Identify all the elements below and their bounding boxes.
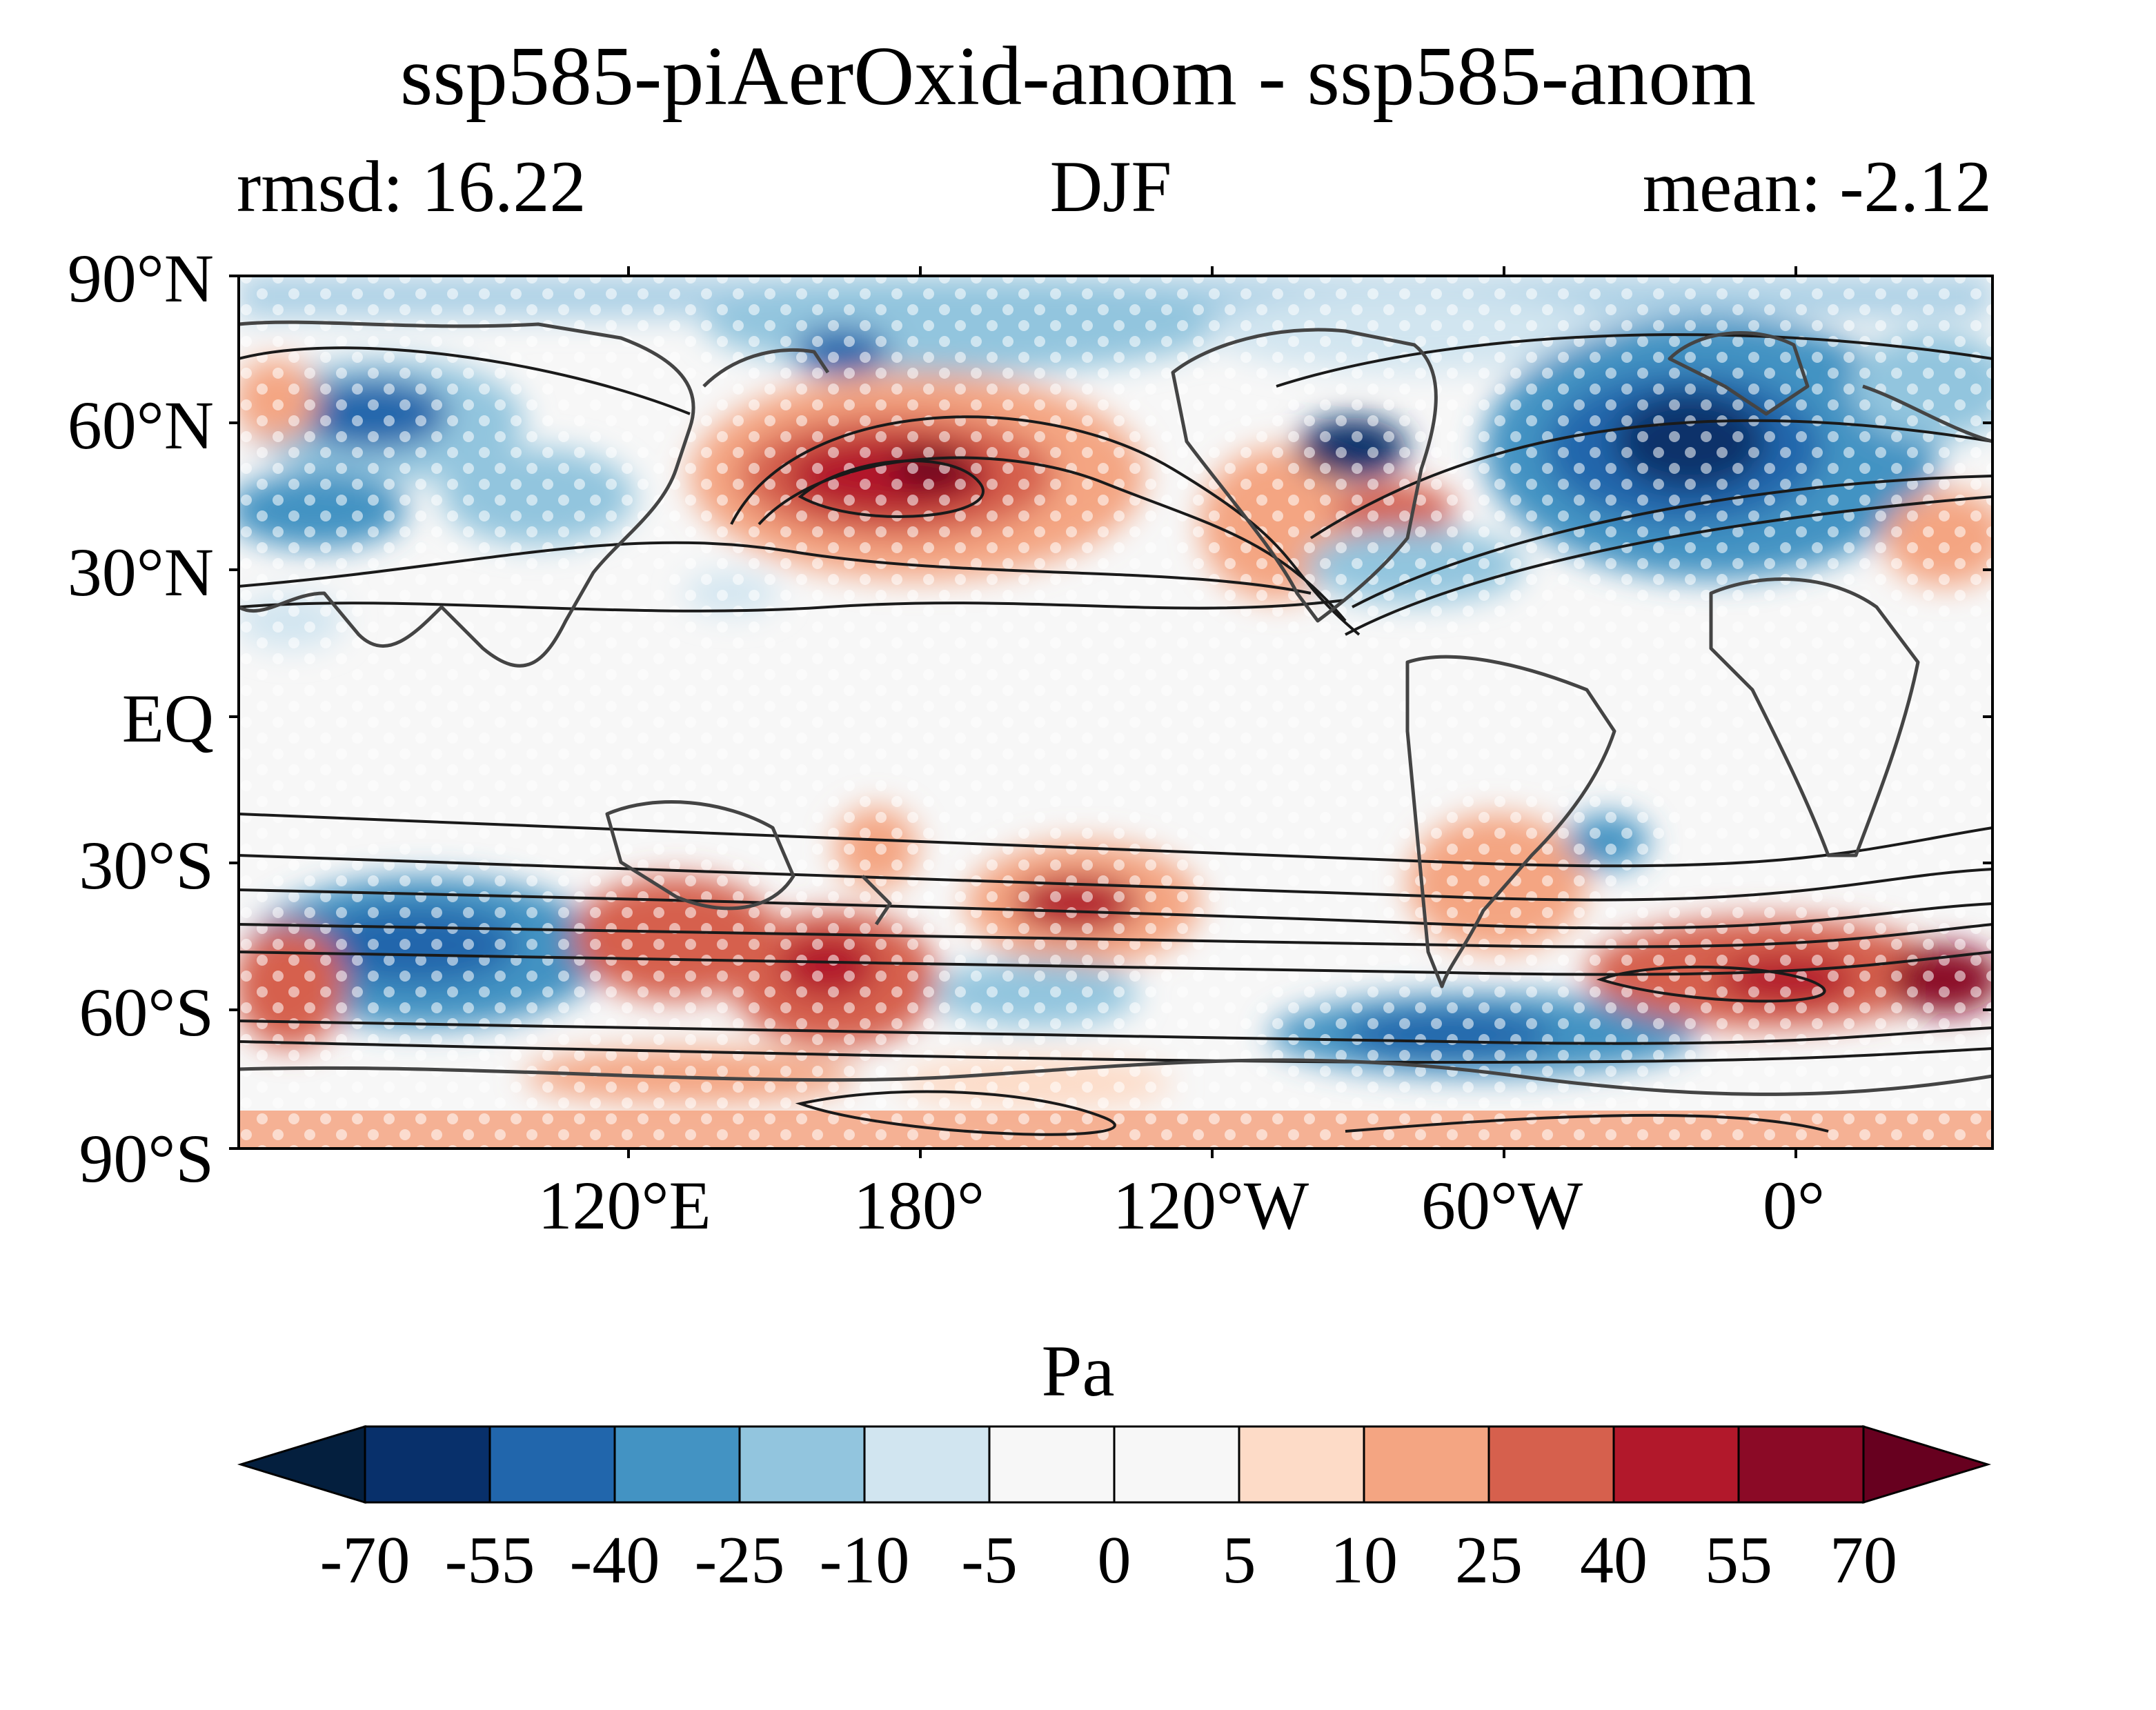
- colorbar-tick-label: -55: [444, 1523, 535, 1598]
- colorbar-swatch: [488, 1425, 616, 1504]
- colorbar-title: Pa: [1041, 1331, 1115, 1411]
- coastline-north-america: [1171, 328, 1438, 623]
- contour-line: [239, 1020, 1992, 1045]
- colorbar-swatch: [863, 1425, 991, 1504]
- colorbar-tick-label: 25: [1455, 1523, 1523, 1598]
- colorbar-swatch: [1487, 1425, 1615, 1504]
- colorbar-tick-label: 5: [1222, 1523, 1256, 1598]
- lat-label-30n: 30°N: [67, 534, 214, 610]
- lat-label-90n: 90°N: [67, 240, 214, 317]
- contour-line: [798, 459, 985, 518]
- colorbar-swatch: [364, 1425, 491, 1504]
- colorbar-tick-label: 0: [1097, 1523, 1131, 1598]
- coastline-australia: [605, 800, 795, 911]
- lon-label-120e: 120°E: [537, 1167, 711, 1244]
- mean-label: mean: -2.12: [1642, 146, 1992, 227]
- lon-label-120w: 120°W: [1112, 1167, 1309, 1244]
- colorbar-tick-label: 40: [1580, 1523, 1648, 1598]
- colorbar-tick-label: -70: [319, 1523, 411, 1598]
- colorbar-under-triangle: [237, 1424, 366, 1504]
- contour-line: [239, 346, 691, 415]
- lat-label-60s: 60°S: [79, 974, 214, 1051]
- contour-line: [730, 415, 1361, 636]
- contour-line: [239, 923, 1992, 948]
- figure-title: ssp585-piAerOxid-anom - ssp585-anom: [399, 30, 1757, 123]
- lat-label-eq: EQ: [121, 680, 214, 757]
- lat-label-60n: 60°N: [67, 387, 214, 464]
- colorbar-swatch: [1238, 1425, 1365, 1504]
- colorbar-swatch: [613, 1425, 741, 1504]
- colorbar-swatch: [738, 1425, 866, 1504]
- lat-label-30s: 30°S: [79, 827, 214, 904]
- axis-ticks: [229, 266, 1992, 1158]
- colorbar-tick-label: 55: [1705, 1523, 1772, 1598]
- colorbar-tick-label: 70: [1830, 1523, 1897, 1598]
- lon-label-0: 0°: [1763, 1167, 1825, 1244]
- contour-line: [1345, 495, 1992, 636]
- contour-line: [239, 951, 1992, 976]
- contour-line: [1276, 333, 1992, 388]
- stippling: [239, 276, 1992, 1149]
- coastline-europe: [1862, 384, 1992, 444]
- colorbar-swatch: [1363, 1425, 1490, 1504]
- season-label: DJF: [1049, 146, 1172, 227]
- map-frame: [237, 275, 1994, 1150]
- contour-line: [239, 854, 1992, 902]
- rmsd-label: rmsd: 16.22: [237, 146, 586, 227]
- coastlines: [239, 320, 1992, 1096]
- coastline-south-america: [1405, 655, 1616, 988]
- colorbar-swatch: [1113, 1425, 1240, 1504]
- lon-label-180: 180°: [853, 1167, 985, 1244]
- contour-line: [1345, 1113, 1829, 1133]
- colorbar-swatch: [1737, 1425, 1865, 1504]
- contour-line: [795, 1090, 1116, 1136]
- colorbar-swatch: [1612, 1425, 1740, 1504]
- lat-label-90s: 90°S: [79, 1120, 214, 1197]
- contour-line: [239, 541, 1312, 595]
- coastline-antarctica: [239, 1058, 1992, 1096]
- colorbar-swatch: [988, 1425, 1116, 1504]
- contour-line: [239, 888, 1992, 930]
- colorbar-tick-label: -10: [819, 1523, 910, 1598]
- coastline-new-zealand: [861, 875, 892, 926]
- coastline-africa: [1709, 577, 1920, 857]
- coastline-eurasia: [239, 320, 695, 668]
- contour-line: [1352, 475, 1992, 608]
- contour-line: [1596, 965, 1826, 1003]
- colorbar-over-triangle: [1862, 1424, 1992, 1504]
- contour-line: [239, 813, 1992, 868]
- coastline-kamchatka: [702, 348, 830, 388]
- colorbar-tick-label: 10: [1330, 1523, 1398, 1598]
- lon-label-60w: 60°W: [1421, 1167, 1583, 1244]
- contour-line: [239, 599, 1346, 613]
- colorbar: [237, 1424, 1992, 1504]
- colorbar-tick-label: -40: [569, 1523, 660, 1598]
- coastline-greenland: [1668, 331, 1810, 416]
- colorbar-tick-label: -5: [961, 1523, 1018, 1598]
- map-field: [239, 276, 1992, 1149]
- contour-line: [1309, 419, 1992, 539]
- colorbar-tick-label: -25: [694, 1523, 785, 1598]
